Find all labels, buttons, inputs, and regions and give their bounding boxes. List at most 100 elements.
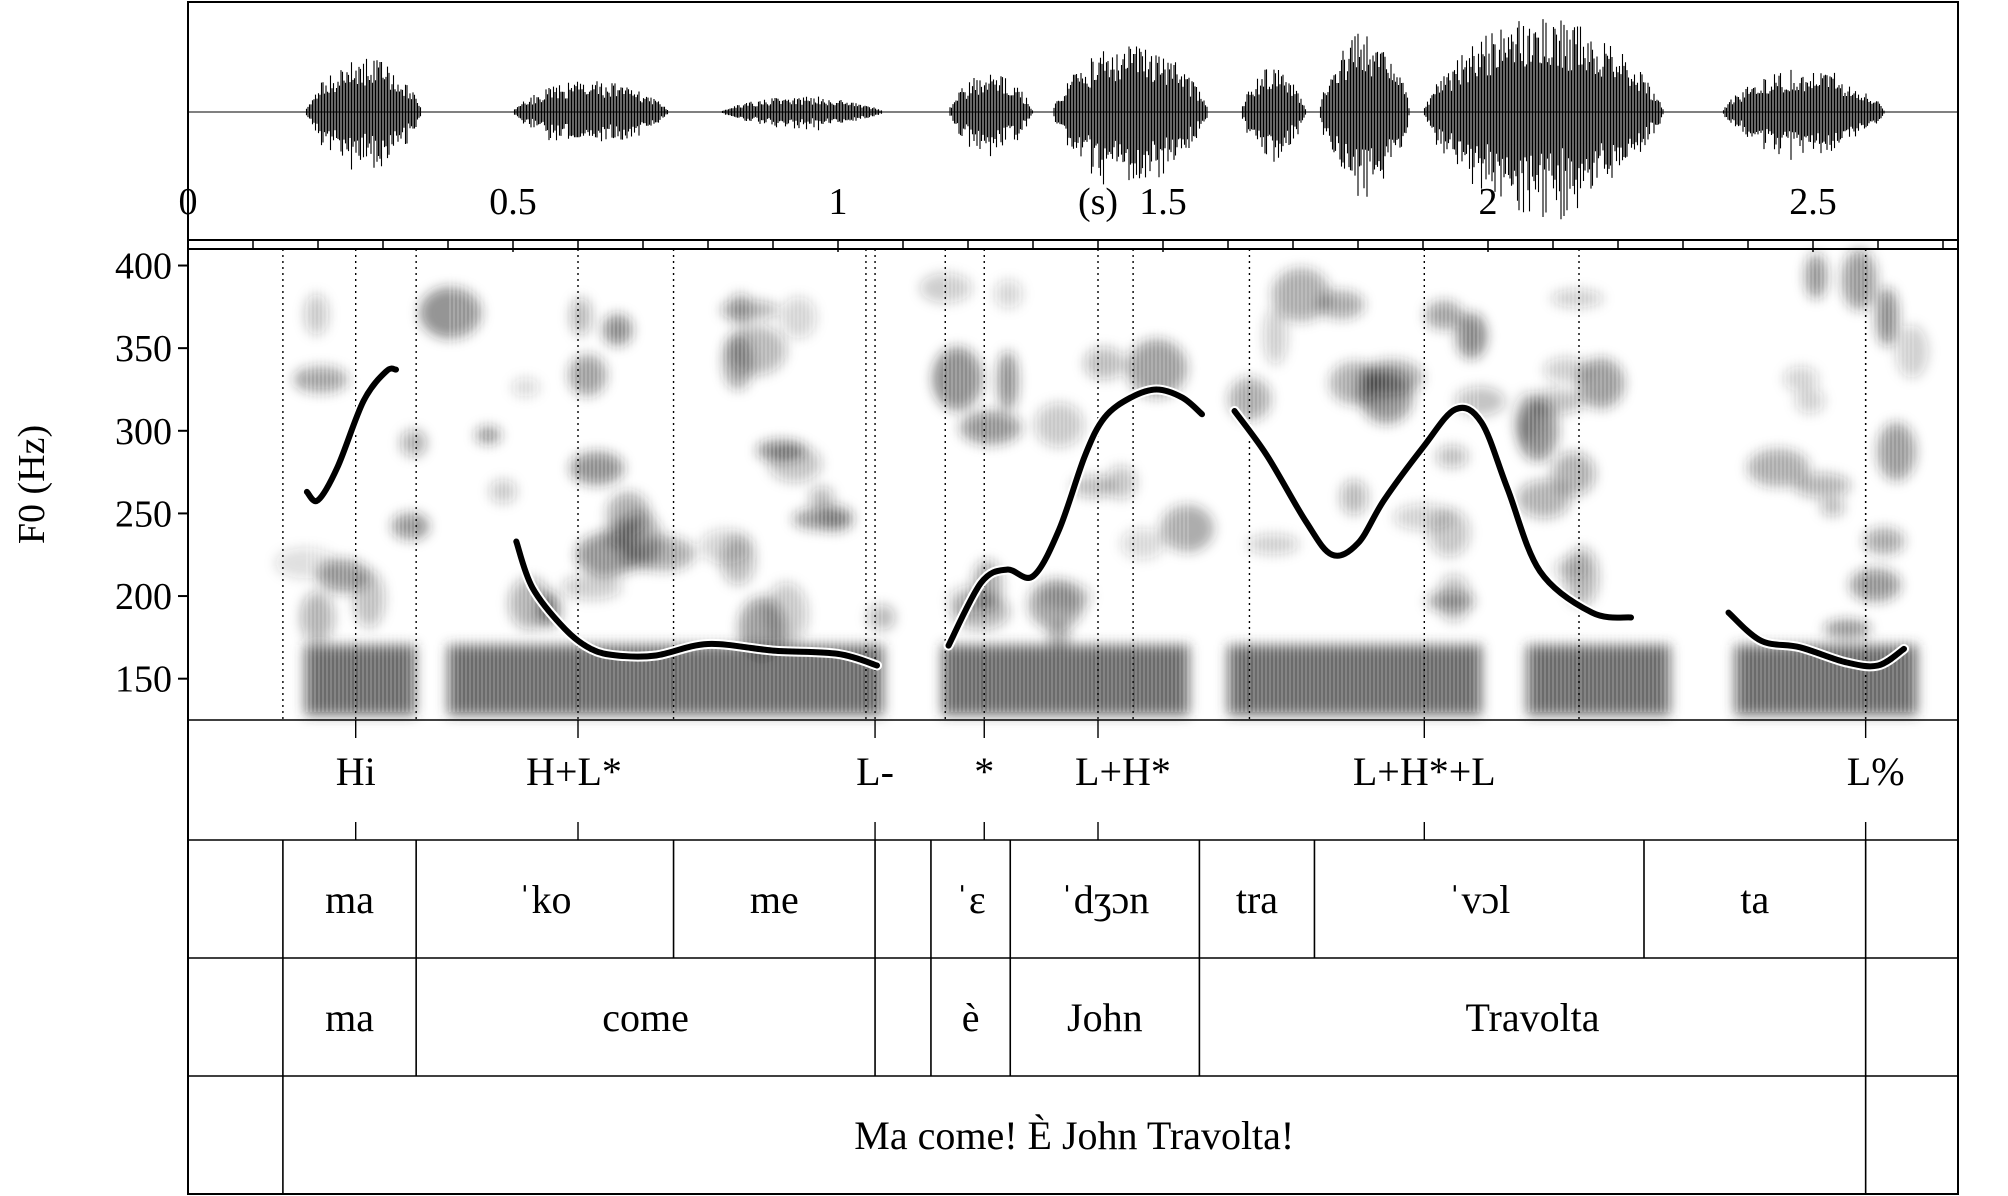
spectrogram-blob xyxy=(570,297,592,336)
time-tick-label: 2 xyxy=(1479,181,1498,223)
f0-tick-label: 250 xyxy=(115,493,172,535)
spectrogram-blob xyxy=(699,529,753,565)
waveform-segment xyxy=(1241,69,1307,162)
f0-tick-label: 300 xyxy=(115,411,172,453)
spectrogram-blob xyxy=(489,479,517,504)
syllable-label: ˈko xyxy=(518,877,571,922)
f0-tick-label: 400 xyxy=(115,246,172,288)
spectrogram-blob xyxy=(1805,253,1827,299)
f0-contour-line xyxy=(513,538,880,669)
spectrogram-blob xyxy=(1437,574,1471,623)
spectrogram-blob xyxy=(1783,366,1819,392)
spectrogram-blob xyxy=(792,508,852,530)
spectrogram-blob xyxy=(920,273,972,303)
outer-frame xyxy=(187,1,1959,1195)
tone-label: * xyxy=(974,749,994,794)
waveform-segment xyxy=(513,81,669,142)
f0-axis-label: F0 (Hz) xyxy=(11,425,53,544)
spectrogram-blob xyxy=(475,426,501,444)
spectrogram-blob xyxy=(1084,347,1125,380)
tone-label: L% xyxy=(1847,749,1905,794)
waveform-segment xyxy=(305,58,422,170)
spectrogram-blob xyxy=(1518,479,1571,519)
syllable-label: me xyxy=(750,877,799,922)
spectrogram-blob xyxy=(1393,504,1454,531)
spectrogram-blob xyxy=(1550,289,1604,308)
spectrogram-striation xyxy=(449,253,883,712)
spectrogram-blob xyxy=(1793,473,1851,498)
tone-label: L+H*+L xyxy=(1353,749,1496,794)
spectrogram-energy xyxy=(275,249,1928,715)
spectrogram-blob xyxy=(1126,339,1187,398)
spectrogram-blob xyxy=(1105,465,1137,500)
waveform-segment xyxy=(721,96,884,131)
spectrogram-blob xyxy=(1841,249,1877,311)
spectrogram-blob xyxy=(293,366,348,393)
spectrogram-blob xyxy=(511,377,540,397)
word-label: è xyxy=(962,995,980,1040)
f0-contour xyxy=(301,363,1909,672)
word-label: come xyxy=(602,995,689,1040)
figure-frame xyxy=(187,1,1959,1195)
time-tick-label: 1 xyxy=(829,181,848,223)
spectrogram-blob xyxy=(1877,422,1916,481)
spectrogram-blob xyxy=(419,287,482,339)
syllable-label: ma xyxy=(325,877,374,922)
spectrogram-blob xyxy=(1039,582,1093,611)
spectrogram-blob xyxy=(1876,287,1899,346)
spectrogram-blob xyxy=(780,296,817,339)
f0-contour-line xyxy=(303,365,399,505)
spectrogram-striation xyxy=(1736,253,1914,712)
tone-label: L- xyxy=(856,749,894,794)
spectrogram-blob xyxy=(997,351,1018,411)
spectrogram-striation xyxy=(306,253,416,712)
word-label: John xyxy=(1067,995,1143,1040)
spectrogram-blob xyxy=(631,536,696,571)
spectrogram-blob xyxy=(1820,498,1845,516)
syllable-label: ˈvɔl xyxy=(1448,877,1510,922)
spectrogram-blob xyxy=(602,520,645,548)
time-axis: 0 0.5 1 1.5 2 2.5(s) xyxy=(179,181,1958,252)
f0-tick-label: 350 xyxy=(115,328,172,370)
spectrogram-blob xyxy=(301,591,334,644)
time-axis-unit: (s) xyxy=(1078,181,1118,223)
spectrogram-blob xyxy=(932,346,983,411)
tone-label: H+L* xyxy=(526,749,622,794)
spectrogram-blob xyxy=(1340,479,1368,516)
spectrogram-low-band xyxy=(1228,645,1482,715)
spectrogram-blob xyxy=(1436,445,1469,468)
waveform-segment xyxy=(1423,19,1664,220)
time-tick-label: 1.5 xyxy=(1139,181,1187,223)
spectrogram-blob xyxy=(1272,268,1331,322)
spectrogram-blob xyxy=(1247,534,1300,555)
spectrogram-blob xyxy=(994,279,1023,309)
waveform xyxy=(188,19,1958,220)
spectrogram-blob xyxy=(1849,568,1901,602)
f0-contour-line xyxy=(1231,404,1634,621)
tone-label: Hi xyxy=(336,749,376,794)
spectrogram-blob xyxy=(1456,312,1487,359)
spectrogram-blob xyxy=(756,440,806,461)
spectrogram-blob xyxy=(1824,620,1871,638)
spectrogram-blob xyxy=(809,486,834,510)
syllable-label: tra xyxy=(1236,877,1278,922)
waveform-segment xyxy=(1722,69,1885,160)
word-label: Travolta xyxy=(1465,995,1599,1040)
spectrogram xyxy=(275,249,1928,720)
f0-contour-line xyxy=(945,386,1205,649)
word-label: ma xyxy=(325,995,374,1040)
waveform-segment xyxy=(1053,46,1208,185)
spectrogram-blob xyxy=(1120,528,1165,560)
spectrogram-blob xyxy=(1425,300,1463,330)
tone-label: L+H* xyxy=(1075,749,1171,794)
spectrogram-blob xyxy=(726,325,786,375)
spectrogram-blob xyxy=(1263,307,1288,365)
spectrogram-blob xyxy=(1577,358,1625,409)
spectrogram-blob xyxy=(400,429,427,457)
time-tick-label: 2.5 xyxy=(1789,181,1837,223)
spectrogram-blob xyxy=(561,574,622,600)
f0-axis: 150 200 250 300 350 400 F0 (Hz) xyxy=(11,246,189,720)
spectrogram-blob xyxy=(960,411,1022,445)
spectrogram-blob xyxy=(1551,452,1596,496)
